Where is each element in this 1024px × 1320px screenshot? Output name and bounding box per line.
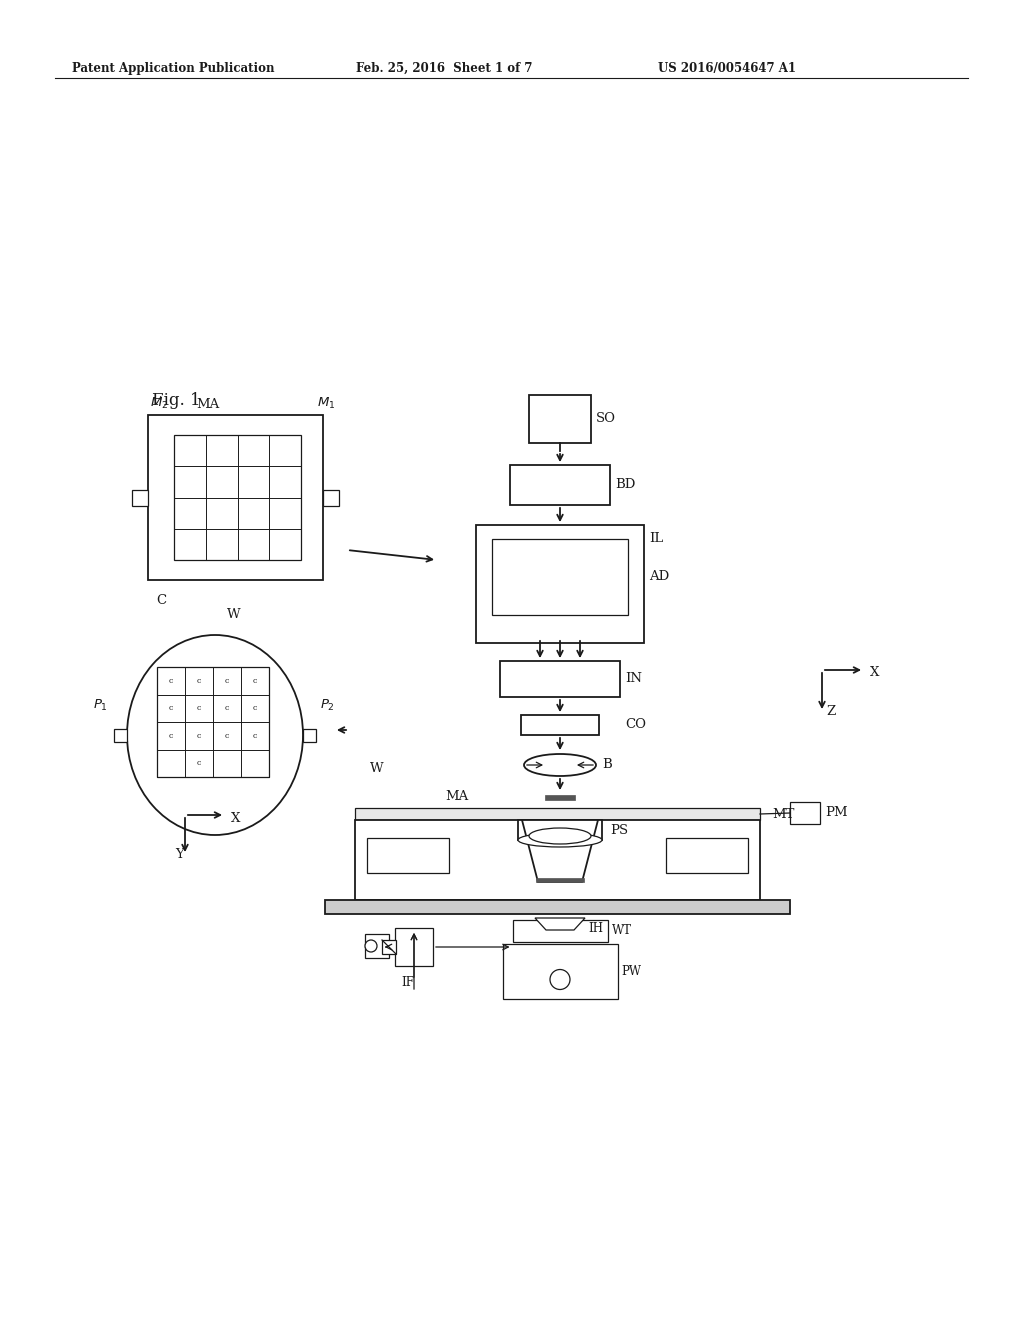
Text: IL: IL <box>649 532 664 545</box>
Bar <box>132 490 148 506</box>
Bar <box>666 838 748 873</box>
Text: W: W <box>227 609 241 620</box>
Bar <box>395 928 433 966</box>
Ellipse shape <box>550 969 570 990</box>
Text: c: c <box>169 731 173 739</box>
Bar <box>303 729 316 742</box>
Bar <box>174 436 301 560</box>
Bar <box>510 465 610 506</box>
Bar <box>365 935 389 958</box>
Text: c: c <box>197 759 201 767</box>
Bar <box>476 525 644 643</box>
Bar <box>157 667 269 777</box>
Text: c: c <box>225 731 229 739</box>
Text: Z: Z <box>826 705 836 718</box>
Text: c: c <box>169 705 173 713</box>
Bar <box>325 900 790 913</box>
Text: PM: PM <box>825 807 848 820</box>
Ellipse shape <box>127 635 303 836</box>
Ellipse shape <box>518 833 602 847</box>
Text: X: X <box>870 667 880 680</box>
Text: C: C <box>156 594 166 607</box>
Text: $P_2$: $P_2$ <box>319 697 335 713</box>
Text: $M_1$: $M_1$ <box>317 396 336 411</box>
Text: c: c <box>225 705 229 713</box>
Text: c: c <box>169 677 173 685</box>
Text: W: W <box>370 762 384 775</box>
Bar <box>323 490 339 506</box>
Text: X: X <box>231 812 241 825</box>
Text: c: c <box>197 705 201 713</box>
Bar <box>518 820 602 840</box>
Text: IF: IF <box>401 975 414 989</box>
Text: AD: AD <box>649 570 670 583</box>
Text: $M_2$: $M_2$ <box>150 396 168 411</box>
Bar <box>545 795 575 800</box>
Ellipse shape <box>524 754 596 776</box>
Text: c: c <box>197 731 201 739</box>
Ellipse shape <box>529 828 591 843</box>
Text: WT: WT <box>611 924 632 937</box>
Text: PW: PW <box>622 965 641 978</box>
Text: BD: BD <box>615 479 635 491</box>
Text: c: c <box>253 677 257 685</box>
Polygon shape <box>382 940 396 954</box>
Text: c: c <box>253 731 257 739</box>
Text: SO: SO <box>596 412 616 425</box>
Text: c: c <box>197 677 201 685</box>
Bar <box>503 944 617 999</box>
Text: MA: MA <box>196 399 219 411</box>
Text: c: c <box>253 705 257 713</box>
Text: Feb. 25, 2016  Sheet 1 of 7: Feb. 25, 2016 Sheet 1 of 7 <box>356 62 532 75</box>
Bar <box>529 395 591 444</box>
Bar <box>492 539 628 615</box>
Bar <box>367 838 449 873</box>
Text: IN: IN <box>625 672 642 685</box>
Bar <box>500 661 620 697</box>
Text: c: c <box>225 677 229 685</box>
Text: IH: IH <box>588 921 603 935</box>
Bar <box>536 878 584 882</box>
Text: CO: CO <box>625 718 646 731</box>
Text: B: B <box>602 759 611 771</box>
Text: MA: MA <box>445 791 468 804</box>
Polygon shape <box>522 820 598 882</box>
Text: US 2016/0054647 A1: US 2016/0054647 A1 <box>658 62 796 75</box>
Bar <box>114 729 127 742</box>
Ellipse shape <box>365 940 377 952</box>
Text: $P_1$: $P_1$ <box>93 697 108 713</box>
Bar <box>512 920 607 942</box>
Text: PS: PS <box>610 824 628 837</box>
Bar <box>355 808 760 820</box>
Bar <box>790 803 820 824</box>
Bar <box>521 715 599 735</box>
Text: Patent Application Publication: Patent Application Publication <box>72 62 274 75</box>
Text: Y: Y <box>176 847 184 861</box>
Text: MT: MT <box>772 808 795 821</box>
Bar <box>148 414 323 579</box>
Polygon shape <box>535 917 585 931</box>
Bar <box>355 820 760 900</box>
Text: Fig. 1: Fig. 1 <box>152 392 201 409</box>
